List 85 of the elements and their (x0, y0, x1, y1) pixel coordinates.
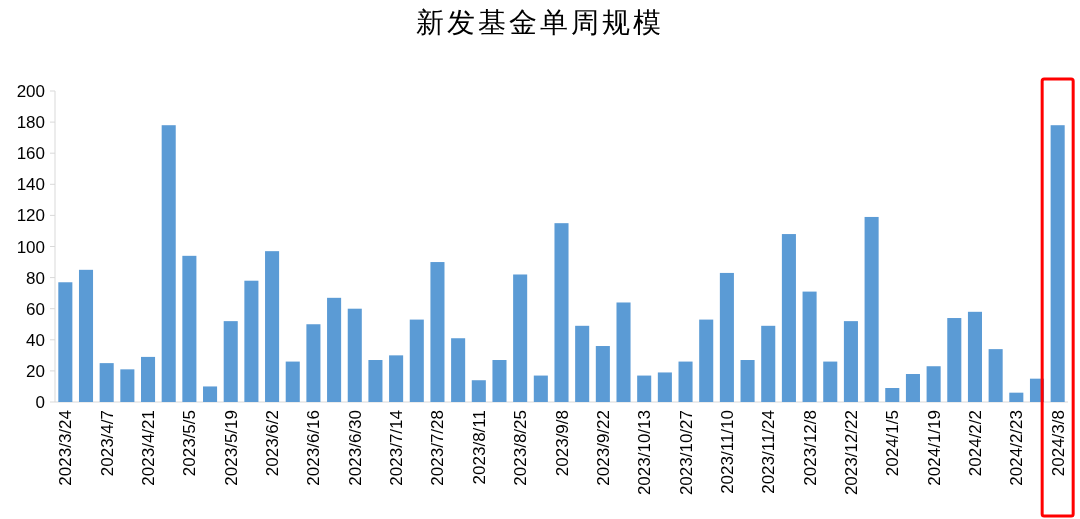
bar (58, 282, 73, 402)
x-tick-label: 2023/9/22 (593, 410, 613, 486)
bar (719, 272, 734, 402)
y-tick-label: 180 (16, 113, 45, 133)
bar (327, 297, 342, 402)
bar (678, 361, 693, 402)
x-tick-label: 2023/7/14 (387, 410, 407, 486)
y-tick-label: 60 (26, 299, 45, 319)
bar (451, 338, 466, 402)
bar (843, 321, 858, 402)
x-tick-label: 2023/8/11 (469, 410, 489, 485)
bar (988, 349, 1003, 402)
x-tick-label: 2024/2/23 (1007, 410, 1027, 486)
x-tick-label: 2023/6/16 (304, 410, 324, 486)
bar (905, 374, 920, 402)
x-tick-label: 2023/4/7 (97, 410, 117, 477)
bar (885, 388, 900, 402)
x-tick-label: 2023/10/13 (635, 410, 655, 496)
x-tick-label: 2023/11/24 (759, 410, 779, 494)
bar (409, 319, 424, 402)
bar (1050, 125, 1065, 402)
bar (823, 361, 838, 402)
bar (430, 262, 445, 402)
bar (492, 360, 507, 402)
bar (203, 386, 218, 402)
y-tick-label: 160 (16, 144, 45, 164)
bar (265, 251, 280, 402)
bar (616, 302, 631, 402)
bar (244, 280, 259, 402)
x-tick-label: 2023/9/8 (552, 410, 572, 477)
bar (947, 318, 962, 402)
bar (926, 366, 941, 402)
x-tick-label: 2023/7/28 (428, 410, 448, 486)
chart-title: 新发基金单周规模 (416, 6, 664, 39)
bar (781, 234, 796, 402)
y-tick-label: 0 (35, 393, 45, 412)
x-tick-label: 2024/1/5 (883, 410, 903, 477)
x-tick-label: 2023/11/10 (717, 410, 737, 494)
x-tick-label: 2023/5/19 (221, 410, 241, 486)
y-tick-label: 40 (26, 330, 45, 350)
y-tick-label: 140 (16, 175, 45, 195)
bar (637, 375, 652, 402)
bar (182, 255, 197, 402)
bar (967, 311, 982, 402)
bar (699, 319, 714, 402)
bar (223, 321, 238, 402)
y-tick-label: 200 (16, 82, 45, 101)
x-tick-label: 2023/6/2 (263, 410, 283, 477)
y-tick-label: 20 (26, 361, 45, 381)
bar (740, 360, 755, 402)
y-tick-label: 120 (16, 206, 45, 226)
bar (285, 361, 300, 402)
x-tick-label: 2023/4/21 (139, 410, 159, 486)
bar (306, 324, 321, 402)
bar (554, 223, 569, 402)
bar (161, 125, 176, 402)
bar (347, 308, 362, 402)
y-tick-label: 100 (16, 237, 45, 257)
bar (120, 369, 135, 402)
bar (1009, 392, 1024, 402)
bar (368, 360, 383, 402)
bar (595, 346, 610, 402)
bar (78, 269, 94, 402)
bar (141, 356, 156, 402)
bar (657, 372, 672, 402)
x-tick-label: 2024/2/2 (965, 410, 985, 477)
bar (513, 274, 528, 402)
bar (471, 380, 486, 402)
bar (864, 216, 879, 402)
x-tick-label: 2023/10/27 (676, 410, 696, 496)
x-tick-label: 2023/5/5 (180, 410, 200, 477)
bar (99, 363, 114, 402)
x-tick-label: 2023/3/24 (56, 410, 76, 486)
bar (533, 375, 548, 402)
y-tick-label: 80 (26, 268, 45, 288)
x-tick-label: 2024/3/8 (1048, 410, 1068, 477)
x-tick-label: 2024/1/19 (924, 410, 944, 486)
x-tick-label: 2023/12/8 (800, 410, 820, 486)
x-tick-label: 2023/6/30 (345, 410, 365, 486)
bar (761, 325, 776, 402)
bar (389, 355, 404, 402)
bar (802, 291, 817, 402)
x-tick-label: 2023/12/22 (841, 410, 861, 496)
bar (575, 325, 590, 402)
x-tick-label: 2023/8/25 (511, 410, 531, 486)
